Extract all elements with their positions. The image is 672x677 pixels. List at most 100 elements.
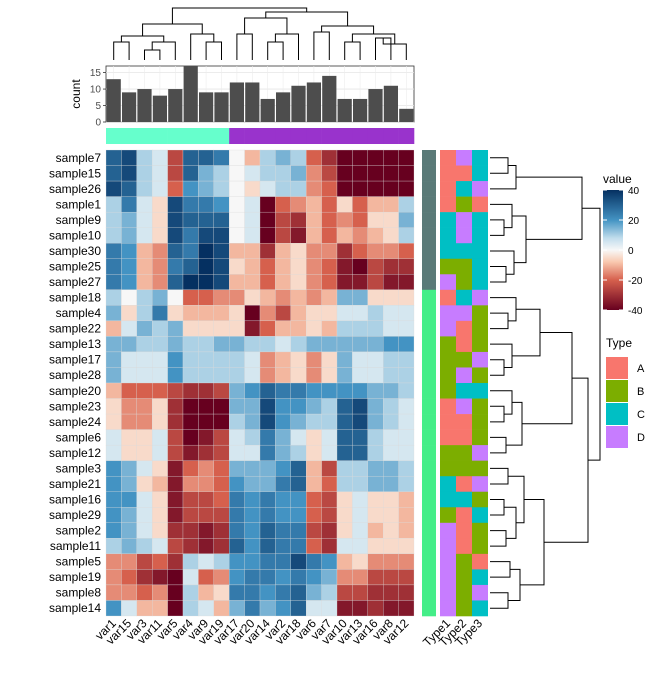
row-group-cell xyxy=(422,522,436,539)
type-annotation-cell xyxy=(456,243,472,260)
heatmap-cell xyxy=(352,382,368,399)
heatmap-cell xyxy=(198,227,214,244)
heatmap-cell xyxy=(259,351,276,368)
heatmap-cell xyxy=(244,258,261,275)
heatmap-cell xyxy=(229,149,245,166)
heatmap-cell xyxy=(290,600,307,617)
heatmap-cell xyxy=(398,367,415,384)
heatmap-cell xyxy=(275,274,291,290)
barplot-bar xyxy=(276,92,291,122)
heatmap-cell xyxy=(182,413,199,430)
heatmap-cell xyxy=(259,305,276,322)
type-annotation-cell xyxy=(456,165,472,182)
heatmap-cell xyxy=(182,584,199,601)
heatmap-cell xyxy=(321,538,338,555)
row-dendrogram-link xyxy=(490,390,513,415)
type-annotation-cell xyxy=(440,243,456,260)
heatmap-cell xyxy=(383,351,399,368)
heatmap-cell xyxy=(167,367,184,384)
heatmap-cell xyxy=(136,258,153,275)
heatmap-cell xyxy=(244,507,261,523)
heatmap-cell xyxy=(352,336,368,353)
heatmap-cell xyxy=(321,382,338,399)
barplot-ylabel: count xyxy=(69,79,83,109)
row-label: sample17 xyxy=(49,353,101,367)
heatmap-cell xyxy=(367,538,384,555)
heatmap-cell xyxy=(136,243,153,259)
heatmap-cell xyxy=(105,460,122,477)
heatmap-cell xyxy=(275,382,291,399)
type-annotation-cell xyxy=(456,491,472,508)
heatmap-cell xyxy=(352,227,368,244)
heatmap-cell xyxy=(383,476,399,492)
heatmap-cell xyxy=(383,600,399,617)
heatmap-cell xyxy=(198,351,214,368)
heatmap-cell xyxy=(367,367,384,384)
heatmap-cell xyxy=(198,476,214,492)
heatmap-cell xyxy=(398,413,415,430)
heatmap-cell xyxy=(290,258,307,275)
heatmap-cell xyxy=(367,569,384,586)
type-annotation-cell xyxy=(472,165,488,182)
heatmap-cell xyxy=(290,553,307,570)
heatmap-cell xyxy=(367,429,384,446)
heatmap-cell xyxy=(152,243,168,259)
heatmap-cell xyxy=(398,444,415,461)
type-annotation-cell xyxy=(472,351,488,368)
heatmap-cell xyxy=(182,398,199,415)
heatmap-cell xyxy=(383,491,399,508)
heatmap-cell xyxy=(367,165,384,182)
type-legend-swatch xyxy=(606,380,628,402)
heatmap-cell xyxy=(367,243,384,259)
heatmap-cell xyxy=(136,227,153,244)
row-dendrogram-link xyxy=(490,530,507,547)
heatmap-cell xyxy=(290,444,307,461)
row-label: sample19 xyxy=(49,570,101,584)
heatmap-cell xyxy=(121,180,137,197)
heatmap-cell xyxy=(182,476,199,492)
column-group-cell xyxy=(383,128,399,144)
heatmap-cell xyxy=(167,180,184,197)
type-annotation-cell xyxy=(456,445,472,461)
heatmap-cell xyxy=(259,211,276,228)
type-annotation-cell xyxy=(440,196,456,213)
type-annotation-cell xyxy=(472,553,488,570)
heatmap-cell xyxy=(383,243,399,259)
heatmap-cell xyxy=(306,258,322,275)
heatmap-cell xyxy=(121,553,137,570)
value-legend-title: value xyxy=(603,172,632,186)
heatmap-cell xyxy=(259,320,276,337)
heatmap-cell xyxy=(229,569,245,586)
heatmap-cell xyxy=(336,522,353,539)
heatmap-cell xyxy=(352,569,368,586)
heatmap-cell xyxy=(290,476,307,492)
heatmap-cell xyxy=(321,553,338,570)
heatmap-cell xyxy=(398,460,415,477)
type-annotation-cell xyxy=(440,476,456,493)
heatmap-cell xyxy=(290,243,307,259)
column-group-cell xyxy=(275,128,292,144)
heatmap-cell xyxy=(136,149,153,166)
row-dendrogram xyxy=(490,157,601,609)
column-group-cell xyxy=(352,128,369,144)
heatmap-cell xyxy=(336,382,353,399)
heatmap-cell xyxy=(306,476,322,492)
heatmap-cell xyxy=(213,553,230,570)
heatmap-cell xyxy=(182,522,199,539)
heatmap-cell xyxy=(336,476,353,492)
column-group-cell xyxy=(306,128,322,144)
type-annotation-cell xyxy=(440,553,456,570)
heatmap-cell xyxy=(213,522,230,539)
row-group-cell xyxy=(422,336,436,353)
heatmap-cell xyxy=(105,584,122,601)
heatmap-cell xyxy=(136,398,153,415)
heatmap-cell xyxy=(198,413,214,430)
heatmap-cell xyxy=(244,460,261,477)
heatmap-cell xyxy=(198,584,214,601)
row-label: sample1 xyxy=(56,197,102,211)
type-annotation-cell xyxy=(440,414,456,430)
heatmap-cell xyxy=(229,444,245,461)
row-label: sample22 xyxy=(49,322,101,336)
heatmap-cell xyxy=(290,305,307,322)
